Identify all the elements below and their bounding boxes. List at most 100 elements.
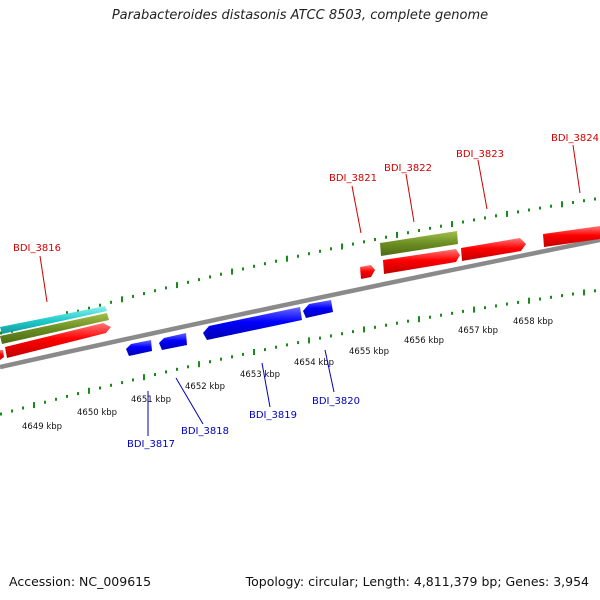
minor-tick xyxy=(165,370,167,374)
cyan-feature-track[interactable] xyxy=(0,306,107,334)
minor-tick xyxy=(220,357,222,361)
minor-tick xyxy=(55,397,57,401)
cds-reverse[interactable] xyxy=(203,307,302,340)
minor-tick xyxy=(154,289,156,293)
minor-tick xyxy=(539,206,541,210)
major-tick xyxy=(231,268,233,275)
minor-tick xyxy=(374,238,376,241)
cds-forward[interactable] xyxy=(5,323,111,358)
minor-tick xyxy=(286,343,288,347)
minor-tick xyxy=(99,386,101,390)
minor-tick xyxy=(407,231,409,235)
minor-tick xyxy=(352,242,354,246)
minor-tick xyxy=(462,309,464,313)
minor-tick xyxy=(418,229,420,232)
minor-tick xyxy=(297,341,299,345)
inner-tick-row xyxy=(0,289,596,416)
minor-tick xyxy=(374,325,376,329)
scale-label: 4658 kbp xyxy=(513,317,553,327)
minor-tick xyxy=(330,334,332,338)
minor-tick xyxy=(429,226,431,230)
cds-reverse[interactable] xyxy=(159,333,187,350)
minor-tick xyxy=(297,254,299,258)
minor-tick xyxy=(451,311,453,315)
minor-tick xyxy=(429,315,431,319)
minor-tick xyxy=(132,294,134,298)
minor-tick xyxy=(407,319,409,323)
gene-label-forward[interactable]: BDI_3821 xyxy=(329,173,377,184)
scale-label: 4654 kbp xyxy=(294,358,334,368)
minor-tick xyxy=(143,292,145,296)
gene-label-reverse[interactable]: BDI_3820 xyxy=(312,396,360,407)
green-feature-track-right[interactable] xyxy=(380,231,458,256)
minor-tick xyxy=(484,216,486,220)
minor-tick xyxy=(242,267,244,271)
minor-tick xyxy=(385,323,387,327)
cds-forward[interactable] xyxy=(0,350,4,360)
gene-label-reverse[interactable]: BDI_3817 xyxy=(127,439,175,450)
scale-label: 4653 kbp xyxy=(240,370,280,380)
cds-reverse[interactable] xyxy=(126,340,152,356)
minor-tick xyxy=(473,218,475,222)
minor-tick xyxy=(440,313,442,317)
major-tick xyxy=(506,210,508,217)
minor-tick xyxy=(341,332,343,336)
scale-label: 4657 kbp xyxy=(458,326,498,336)
gene-label-forward[interactable]: BDI_3823 xyxy=(456,149,504,160)
minor-tick xyxy=(484,306,486,310)
backbone-line xyxy=(0,237,600,370)
label-leader-line xyxy=(572,144,581,194)
minor-tick xyxy=(11,409,13,413)
label-leader-line xyxy=(405,173,415,223)
major-tick xyxy=(561,201,563,208)
major-tick xyxy=(286,255,288,262)
minor-tick xyxy=(319,336,321,340)
gene-label-forward[interactable]: BDI_3816 xyxy=(13,243,61,254)
gene-label-reverse[interactable]: BDI_3818 xyxy=(181,426,229,437)
minor-tick xyxy=(66,394,68,398)
minor-tick xyxy=(165,286,167,290)
scale-label: 4649 kbp xyxy=(22,422,62,432)
scale-label: 4650 kbp xyxy=(77,408,117,418)
minor-tick xyxy=(319,249,321,253)
minor-tick xyxy=(209,275,211,279)
scale-label: 4652 kbp xyxy=(185,382,225,392)
cds-forward[interactable] xyxy=(360,265,375,279)
major-tick xyxy=(33,402,35,409)
minor-tick xyxy=(594,289,596,293)
cds-forward[interactable] xyxy=(383,249,460,274)
map-title: Parabacteroides distasonis ATCC 8503, co… xyxy=(111,8,489,23)
minor-tick xyxy=(77,392,79,396)
minor-tick xyxy=(209,360,211,364)
minor-tick xyxy=(176,367,178,371)
minor-tick xyxy=(561,294,563,298)
cds-reverse[interactable] xyxy=(303,300,333,318)
cds-forward[interactable] xyxy=(461,238,526,261)
minor-tick xyxy=(220,272,222,276)
gene-label-forward[interactable]: BDI_3824 xyxy=(551,133,599,144)
cds-forward[interactable] xyxy=(543,226,600,247)
gene-label-forward[interactable]: BDI_3822 xyxy=(384,163,432,174)
major-tick xyxy=(253,349,255,355)
label-leader-line xyxy=(477,159,488,210)
minor-tick xyxy=(506,302,508,306)
major-tick xyxy=(396,231,398,238)
label-leader-line xyxy=(39,255,48,303)
scale-label: 4656 kbp xyxy=(404,336,444,346)
major-tick xyxy=(418,316,420,323)
minor-tick xyxy=(154,373,156,376)
major-tick xyxy=(341,243,343,250)
gene-label-reverse[interactable]: BDI_3819 xyxy=(249,410,297,421)
major-tick xyxy=(473,306,475,313)
minor-tick xyxy=(308,252,310,256)
minor-tick xyxy=(110,300,112,304)
minor-tick xyxy=(121,381,123,385)
minor-tick xyxy=(330,247,332,251)
minor-tick xyxy=(396,321,398,325)
minor-tick xyxy=(594,197,596,201)
minor-tick xyxy=(550,295,552,299)
green-feature-track[interactable] xyxy=(0,313,109,344)
minor-tick xyxy=(495,214,497,218)
minor-tick xyxy=(550,204,552,208)
